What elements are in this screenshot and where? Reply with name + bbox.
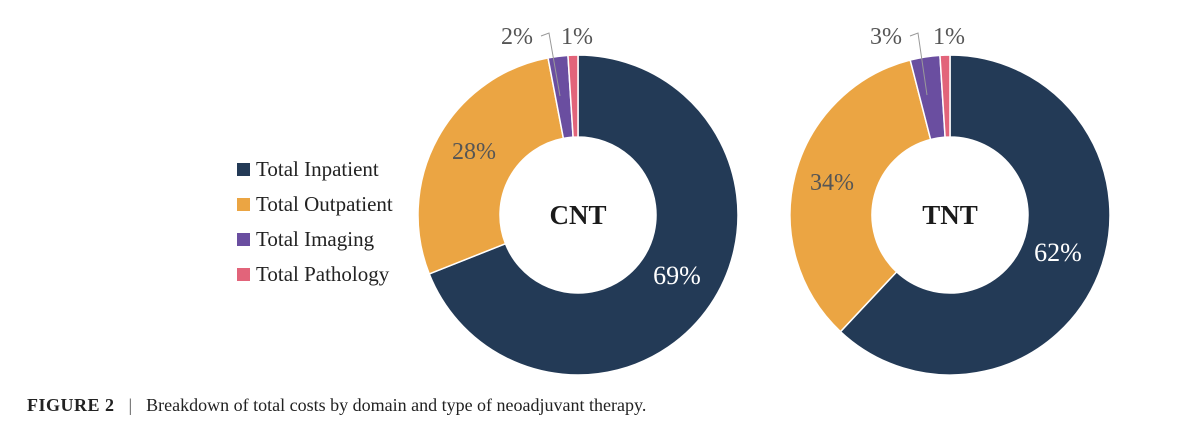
tnt-slice-inpatient [839, 54, 1111, 376]
tnt-value-label-inpatient: 62% [1034, 238, 1082, 267]
tnt-value-label-outpatient: 34% [810, 170, 854, 196]
tnt-slice-outpatient [789, 59, 932, 333]
cnt-value-label-outpatient: 28% [452, 139, 496, 165]
legend-swatch-imaging [237, 233, 250, 246]
legend-swatch-inpatient [237, 163, 250, 176]
cnt-center-label: CNT [549, 200, 606, 230]
tnt-center-label: TNT [922, 200, 978, 230]
legend-item-pathology: Total Pathology [237, 257, 393, 292]
caption-separator: | [128, 395, 133, 415]
cnt-value-label-inpatient: 69% [653, 261, 701, 290]
cnt-slice-pathology [567, 54, 579, 138]
cnt-slice-inpatient [428, 54, 739, 376]
legend: Total Inpatient Total Outpatient Total I… [237, 152, 393, 292]
legend-label-pathology: Total Pathology [256, 262, 390, 286]
cnt-value-label-pathology: 1% [561, 24, 593, 50]
figure-caption: FIGURE 2 | Breakdown of total costs by dom… [27, 395, 646, 416]
legend-label-imaging: Total Imaging [256, 227, 375, 251]
cnt-value-label-imaging: 2% [501, 24, 533, 50]
legend-item-outpatient: Total Outpatient [237, 187, 393, 222]
cnt-leader-line-imaging [540, 32, 561, 97]
legend-item-imaging: Total Imaging [237, 222, 393, 257]
caption-text: Breakdown of total costs by domain and t… [146, 395, 647, 415]
legend-item-inpatient: Total Inpatient [237, 152, 393, 187]
legend-swatch-outpatient [237, 198, 250, 211]
tnt-leader-line-imaging [909, 32, 928, 96]
legend-label-outpatient: Total Outpatient [256, 192, 393, 216]
tnt-value-label-imaging: 3% [870, 24, 902, 50]
tnt-slice-pathology [939, 54, 951, 138]
legend-swatch-pathology [237, 268, 250, 281]
cnt-slice-outpatient [417, 56, 565, 275]
tnt-value-label-pathology: 1% [933, 24, 965, 50]
legend-label-inpatient: Total Inpatient [256, 157, 379, 181]
caption-label: FIGURE 2 [27, 395, 115, 415]
